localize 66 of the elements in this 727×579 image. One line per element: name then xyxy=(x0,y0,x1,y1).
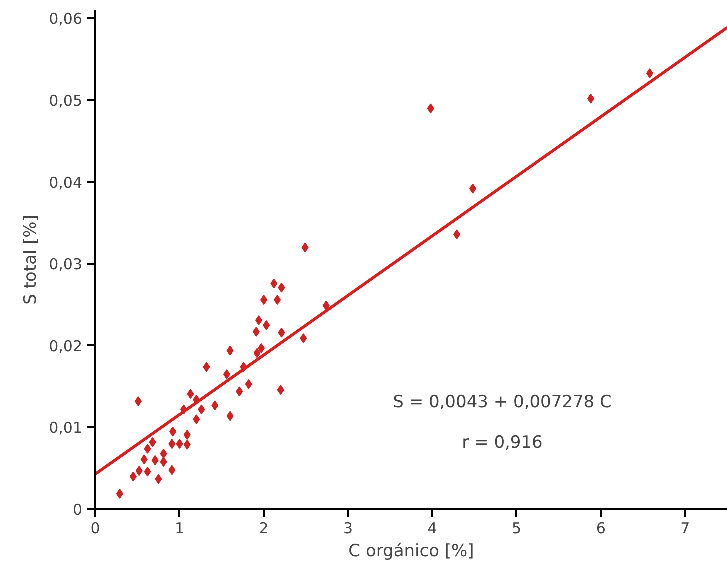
annotation: S = 0,0043 + 0,007278 C xyxy=(393,392,612,412)
point xyxy=(149,437,156,448)
point xyxy=(160,457,168,468)
point xyxy=(278,328,286,338)
x-tick-label: 1 xyxy=(174,520,185,538)
point xyxy=(160,448,168,459)
point xyxy=(187,389,194,400)
point xyxy=(130,472,137,482)
point xyxy=(254,348,261,358)
point xyxy=(226,411,234,422)
point xyxy=(646,68,654,78)
point xyxy=(193,414,200,425)
x-tick-label: 0 xyxy=(90,520,100,538)
x-axis-title: C orgánico [%] xyxy=(348,542,474,562)
point xyxy=(152,455,159,466)
point xyxy=(277,385,284,396)
point xyxy=(140,454,148,465)
point xyxy=(300,334,308,344)
y-tick-label: 0,02 xyxy=(49,337,83,356)
point xyxy=(236,386,244,397)
point xyxy=(226,346,234,356)
y-tick-label: 0,01 xyxy=(49,419,83,438)
point xyxy=(144,466,152,477)
point xyxy=(170,426,177,437)
point xyxy=(278,282,286,293)
annotation: r = 0,916 xyxy=(462,433,543,454)
point xyxy=(144,444,152,454)
point xyxy=(274,295,282,306)
x-tick-label: 3 xyxy=(344,520,354,538)
x-tick-label: 7 xyxy=(680,520,690,538)
point xyxy=(260,295,268,306)
x-tick-label: 2 xyxy=(259,520,269,538)
y-tick-label: 0,04 xyxy=(49,174,83,192)
point xyxy=(302,242,309,253)
point xyxy=(263,320,270,330)
point xyxy=(203,362,210,372)
x-tick-label: 4 xyxy=(428,520,438,538)
point xyxy=(252,326,260,337)
y-tick-label: 0,03 xyxy=(49,256,83,274)
point xyxy=(176,439,184,450)
point xyxy=(168,439,176,450)
point xyxy=(270,278,278,289)
point xyxy=(258,343,266,354)
point xyxy=(155,474,162,484)
point xyxy=(212,400,219,411)
point xyxy=(587,94,594,104)
point xyxy=(116,488,124,499)
point xyxy=(134,396,142,407)
x-tick-label: 6 xyxy=(596,520,606,538)
point xyxy=(470,184,477,194)
point xyxy=(322,300,330,311)
point xyxy=(223,370,230,380)
x-tick-label: 5 xyxy=(512,520,522,538)
y-axis-title: S total [%] xyxy=(21,215,42,305)
point xyxy=(198,404,206,415)
point xyxy=(184,430,191,440)
y-tick-label: 0,05 xyxy=(49,92,83,110)
point xyxy=(168,465,176,476)
y-tick-label: 0,06 xyxy=(49,10,83,28)
point xyxy=(245,379,252,390)
y-tick-label: 0 xyxy=(72,501,83,519)
point xyxy=(136,466,143,476)
point xyxy=(427,104,434,114)
point xyxy=(454,230,461,240)
point xyxy=(255,316,262,326)
point xyxy=(184,440,191,450)
